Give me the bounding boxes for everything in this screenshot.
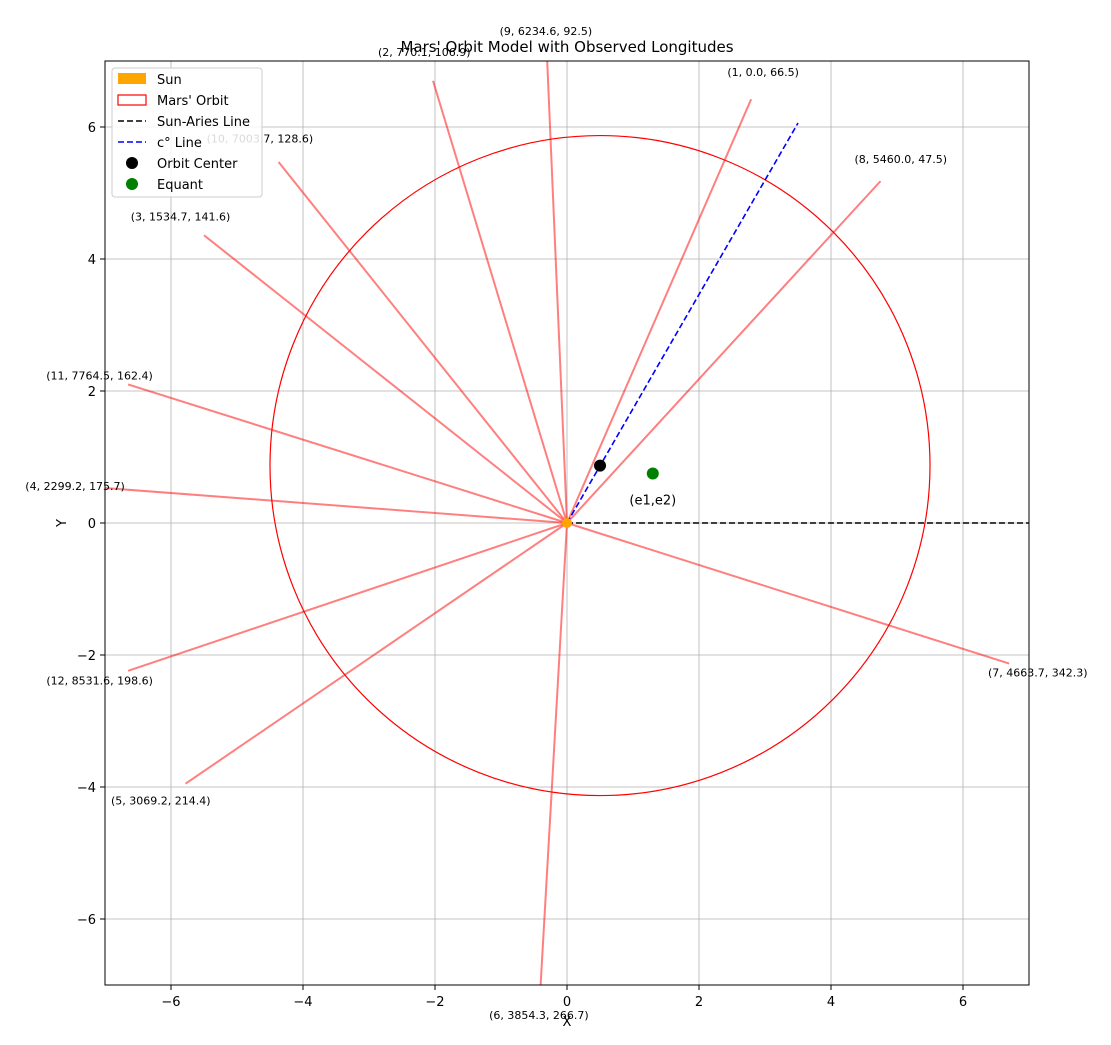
legend-box	[111, 67, 263, 198]
x-tick-label: −4	[293, 995, 312, 1010]
y-axis-label: Y	[55, 519, 70, 528]
x-axis-label: X	[563, 1015, 572, 1030]
sun-marker	[562, 518, 572, 528]
y-tick-label: −2	[77, 649, 96, 664]
observation-line	[105, 487, 568, 524]
y-tick-label: 2	[88, 385, 96, 400]
observation-label: (4, 2299.2, 175.7)	[25, 480, 125, 493]
observation-line	[127, 522, 568, 672]
observation-label: (11, 7764.5, 162.4)	[46, 369, 153, 382]
y-tick-label: −4	[77, 781, 96, 796]
x-tick-label: 2	[695, 995, 703, 1010]
observation-line	[539, 522, 568, 985]
x-tick-label: 4	[827, 995, 835, 1010]
observation-label: (6, 3854.3, 266.7)	[489, 1009, 589, 1022]
observation-line	[566, 180, 882, 524]
observation-line	[566, 98, 753, 524]
observation-line	[127, 383, 568, 524]
legend-swatch-orbit	[117, 94, 147, 106]
mars-orbit-circle	[269, 134, 931, 797]
equant-label: (e1,e2)	[629, 494, 676, 509]
observation-line	[184, 522, 568, 785]
observation-line	[203, 234, 568, 524]
x-tick-label: 0	[563, 995, 571, 1010]
x-tick-label: −6	[161, 995, 180, 1010]
axis-ticks: −6 −4 −2 0 2 4 6 −6 −4 −2 0 2 4 6	[77, 121, 967, 1010]
y-tick-label: 4	[88, 253, 96, 268]
legend: Sun Mars' Orbit Sun-Aries Line c° Line Orbit…	[111, 67, 263, 198]
observation-label: (9, 6234.6, 92.5)	[500, 25, 593, 38]
observation-line	[566, 522, 1010, 665]
legend-swatch-orbit-center	[126, 157, 138, 169]
y-tick-label: −6	[77, 913, 96, 928]
observation-line	[432, 80, 568, 524]
c-degree-line	[566, 122, 799, 524]
observation-labels: (e1,e2) (1, 0.0, 66.5) (2, 770.1, 106.9) (3…	[25, 25, 1087, 1022]
legend-swatch-sun	[118, 73, 146, 84]
legend-entry-label: c° Line	[157, 136, 202, 151]
legend-swatch-equant	[126, 178, 138, 190]
observation-line	[546, 61, 568, 524]
x-tick-label: −2	[425, 995, 444, 1010]
observation-line	[277, 161, 568, 524]
legend-entry-label: Sun-Aries Line	[157, 115, 250, 130]
observation-label: (2, 770.1, 106.9)	[378, 46, 471, 59]
observation-label: (7, 4663.7, 342.3)	[988, 667, 1088, 680]
legend-entry-label: Mars' Orbit	[157, 94, 229, 109]
observation-label: (5, 3069.2, 214.4)	[111, 795, 211, 808]
observation-label: (3, 1534.7, 141.6)	[131, 211, 231, 224]
y-tick-label: 6	[88, 121, 96, 136]
legend-entry-label: Equant	[157, 178, 203, 193]
y-tick-label: 0	[88, 517, 96, 532]
x-tick-label: 6	[959, 995, 967, 1010]
legend-entry-label: Sun	[157, 73, 182, 88]
equant-marker	[646, 467, 659, 480]
chart-title: Mars' Orbit Model with Observed Longitud…	[400, 38, 733, 56]
orbit-center-marker	[594, 459, 606, 472]
observation-label: (12, 8531.6, 198.6)	[46, 674, 153, 687]
plot-area	[105, 61, 1029, 985]
observation-label: (1, 0.0, 66.5)	[727, 66, 799, 79]
legend-entry-label: Orbit Center	[157, 157, 238, 172]
observation-label: (8, 5460.0, 47.5)	[854, 153, 947, 166]
